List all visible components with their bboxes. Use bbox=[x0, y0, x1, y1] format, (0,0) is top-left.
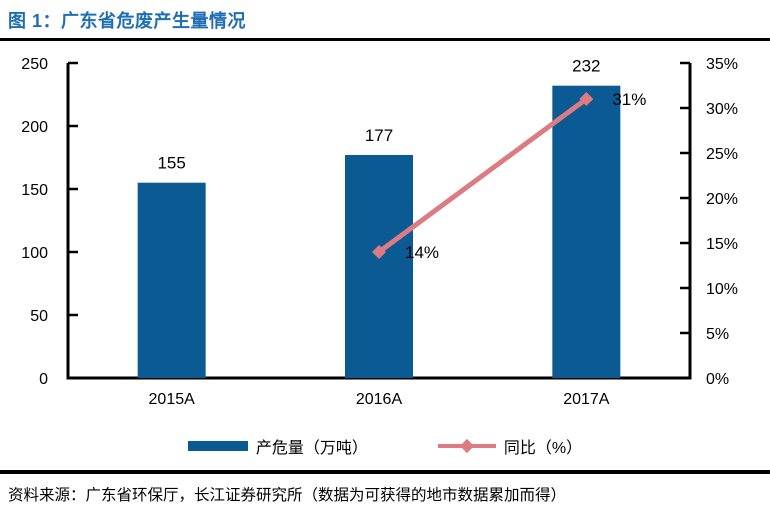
bar-value-label: 232 bbox=[572, 57, 600, 76]
bar-series-swatch bbox=[187, 441, 248, 451]
category-label: 2016A bbox=[356, 391, 403, 408]
legend-item-line-series: 同比（%） bbox=[437, 434, 583, 458]
bar-line-chart: 0 50 100 150 200 250 0% 5% 10% 15% 20% 25% 30% 35% 155… bbox=[21, 56, 738, 408]
right-axis-tick-label: 20% bbox=[706, 191, 738, 208]
source-divider bbox=[0, 470, 770, 474]
left-axis-tick-label: 0 bbox=[39, 371, 48, 388]
bar-2015A bbox=[137, 182, 206, 378]
figure-title: 图 1：广东省危废产生量情况 bbox=[8, 11, 247, 31]
legend-label-line-series: 同比（%） bbox=[503, 440, 583, 457]
right-axis-tick-label: 35% bbox=[706, 56, 738, 73]
yoy-value-label: 14% bbox=[405, 243, 439, 262]
category-label: 2015A bbox=[149, 391, 196, 408]
left-axis-tick-label: 150 bbox=[21, 182, 48, 199]
line-series-swatch bbox=[437, 438, 496, 454]
legend-item-bar-series: 产危量（万吨） bbox=[187, 434, 368, 458]
left-axis-tick-label: 200 bbox=[21, 119, 48, 136]
legend-label-bar-series: 产危量（万吨） bbox=[255, 440, 368, 457]
yoy-line bbox=[377, 96, 588, 255]
bar-value-label: 177 bbox=[365, 126, 393, 145]
right-axis-tick-label: 30% bbox=[706, 101, 738, 118]
right-axis-tick-label: 0% bbox=[706, 371, 729, 388]
source-note: 资料来源：广东省环保厅，长江证券研究所（数据为可获得的地市数据累加而得） bbox=[8, 487, 567, 504]
left-axis-tick-label: 250 bbox=[21, 56, 48, 73]
bar-2017A bbox=[552, 85, 621, 379]
right-axis-tick-label: 15% bbox=[706, 236, 738, 253]
right-axis-tick-label: 25% bbox=[706, 146, 738, 163]
left-axis-tick-label: 50 bbox=[30, 308, 48, 325]
right-axis-tick-label: 10% bbox=[706, 281, 738, 298]
right-axis-tick-label: 5% bbox=[706, 326, 729, 343]
diamond-marker-icon bbox=[459, 438, 474, 454]
yoy-line-marker bbox=[579, 92, 594, 106]
bar-2016A bbox=[345, 154, 413, 378]
category-label: 2017A bbox=[563, 391, 610, 408]
title-divider bbox=[0, 38, 770, 41]
yoy-line-marker bbox=[372, 245, 386, 259]
yoy-value-label: 31% bbox=[612, 90, 646, 109]
bar-value-label: 155 bbox=[157, 154, 185, 173]
chart-area: 0 50 100 150 200 250 0% 5% 10% 15% 20% 25% 30% 35% 155… bbox=[0, 45, 770, 420]
chart-legend: 产危量（万吨） 同比（%） bbox=[0, 433, 770, 459]
left-axis-tick-label: 100 bbox=[21, 245, 48, 262]
